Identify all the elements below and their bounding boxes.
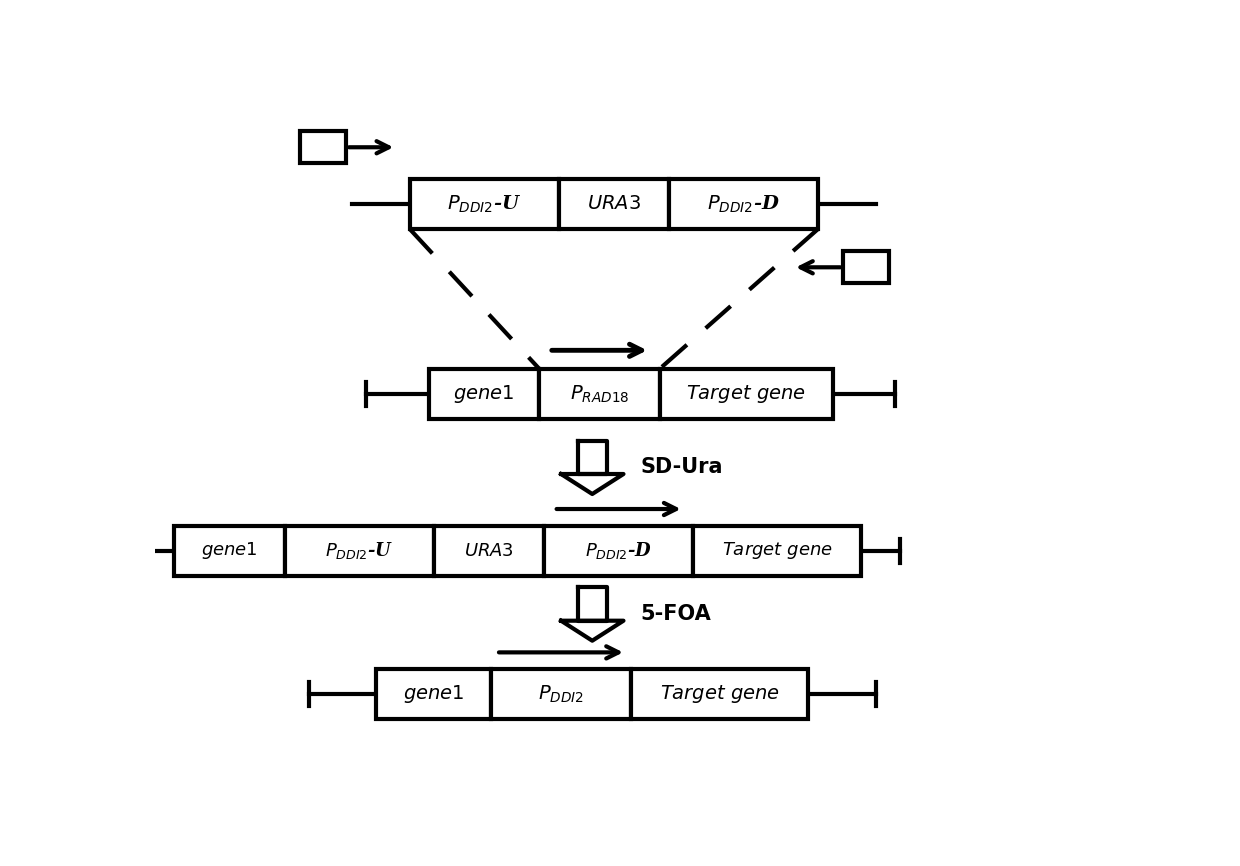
Bar	[300, 132, 346, 164]
Text: $gene1$: $gene1$	[201, 540, 258, 561]
Bar	[559, 179, 670, 229]
Text: $gene1$: $gene1$	[403, 683, 464, 705]
Bar	[544, 526, 693, 576]
Text: SD-Ura: SD-Ura	[640, 457, 723, 477]
Text: 5-FOA: 5-FOA	[640, 604, 711, 624]
Text: $Target\ gene$: $Target\ gene$	[660, 683, 780, 705]
Bar	[434, 526, 544, 576]
Bar	[843, 251, 889, 283]
Text: $P_{DDI2}$: $P_{DDI2}$	[538, 683, 584, 705]
Text: $URA3$: $URA3$	[464, 542, 513, 559]
Text: $P_{RAD18}$: $P_{RAD18}$	[569, 384, 629, 404]
Polygon shape	[578, 587, 606, 621]
Text: $gene1$: $gene1$	[454, 383, 515, 405]
Bar	[491, 669, 631, 719]
Text: $P_{DDI2}$-D: $P_{DDI2}$-D	[585, 540, 652, 561]
Polygon shape	[560, 474, 624, 494]
Bar	[376, 669, 491, 719]
Polygon shape	[560, 621, 624, 641]
Polygon shape	[578, 441, 606, 474]
Bar	[670, 179, 818, 229]
Bar	[539, 369, 660, 419]
Bar	[660, 369, 832, 419]
Bar	[693, 526, 862, 576]
Text: $P_{DDI2}$-D: $P_{DDI2}$-D	[707, 193, 780, 215]
Text: $P_{DDI2}$-U: $P_{DDI2}$-U	[448, 193, 521, 215]
Text: $Target\ gene$: $Target\ gene$	[722, 540, 833, 561]
Bar	[429, 369, 539, 419]
Bar	[409, 179, 558, 229]
Text: $P_{DDI2}$-U: $P_{DDI2}$-U	[325, 540, 393, 561]
Bar	[174, 526, 285, 576]
Text: $URA3$: $URA3$	[587, 195, 641, 213]
Bar	[285, 526, 434, 576]
Bar	[631, 669, 808, 719]
Text: $Target\ gene$: $Target\ gene$	[686, 383, 806, 405]
